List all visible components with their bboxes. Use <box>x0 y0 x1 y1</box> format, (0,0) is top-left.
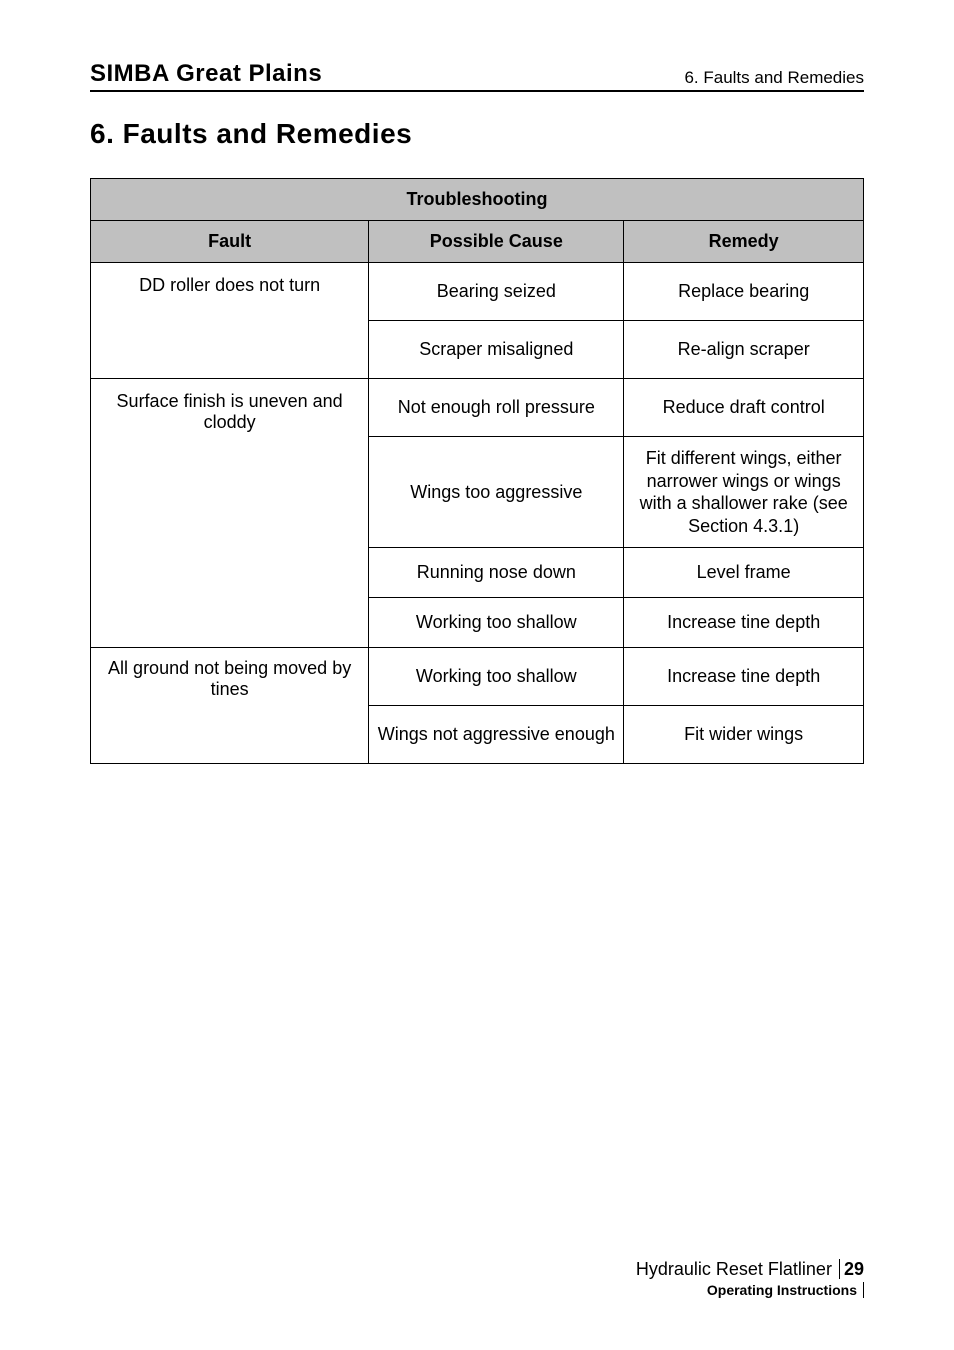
section-title: 6. Faults and Remedies <box>90 118 864 150</box>
col-header-cause: Possible Cause <box>369 221 624 263</box>
fault-cell: DD roller does not turn <box>91 263 369 379</box>
footer-page-number: 29 <box>839 1259 864 1279</box>
table-row: Surface finish is uneven and cloddy Not … <box>91 379 864 437</box>
remedy-cell: Increase tine depth <box>624 598 864 648</box>
page-header: SIMBA Great Plains 6. Faults and Remedie… <box>90 60 864 92</box>
remedy-cell: Level frame <box>624 548 864 598</box>
cause-cell: Working too shallow <box>369 598 624 648</box>
troubleshooting-table: Troubleshooting Fault Possible Cause Rem… <box>90 178 864 764</box>
col-header-remedy: Remedy <box>624 221 864 263</box>
footer-product-line: Hydraulic Reset Flatliner 29 <box>636 1259 864 1280</box>
cause-cell: Wings not aggressive enough <box>369 706 624 764</box>
footer-product: Hydraulic Reset Flatliner <box>636 1259 832 1279</box>
cause-cell: Working too shallow <box>369 648 624 706</box>
page-footer: Hydraulic Reset Flatliner 29 Operating I… <box>636 1259 864 1300</box>
remedy-cell: Fit wider wings <box>624 706 864 764</box>
remedy-cell: Replace bearing <box>624 263 864 321</box>
table-title: Troubleshooting <box>91 179 864 221</box>
remedy-cell: Re-align scraper <box>624 321 864 379</box>
brand-label: SIMBA Great Plains <box>90 60 322 88</box>
table-row: All ground not being moved by tines Work… <box>91 648 864 706</box>
cause-cell: Wings too aggressive <box>369 437 624 548</box>
header-section-label: 6. Faults and Remedies <box>684 68 864 88</box>
fault-cell: Surface finish is uneven and cloddy <box>91 379 369 648</box>
fault-cell: All ground not being moved by tines <box>91 648 369 764</box>
remedy-cell: Increase tine depth <box>624 648 864 706</box>
remedy-cell: Reduce draft control <box>624 379 864 437</box>
table-row: DD roller does not turn Bearing seized R… <box>91 263 864 321</box>
table-title-row: Troubleshooting <box>91 179 864 221</box>
cause-cell: Not enough roll pressure <box>369 379 624 437</box>
cause-cell: Running nose down <box>369 548 624 598</box>
cause-cell: Bearing seized <box>369 263 624 321</box>
footer-subtitle: Operating Instructions <box>707 1282 864 1298</box>
cause-cell: Scraper misaligned <box>369 321 624 379</box>
remedy-cell: Fit different wings, either narrower win… <box>624 437 864 548</box>
col-header-fault: Fault <box>91 221 369 263</box>
table-header-row: Fault Possible Cause Remedy <box>91 221 864 263</box>
